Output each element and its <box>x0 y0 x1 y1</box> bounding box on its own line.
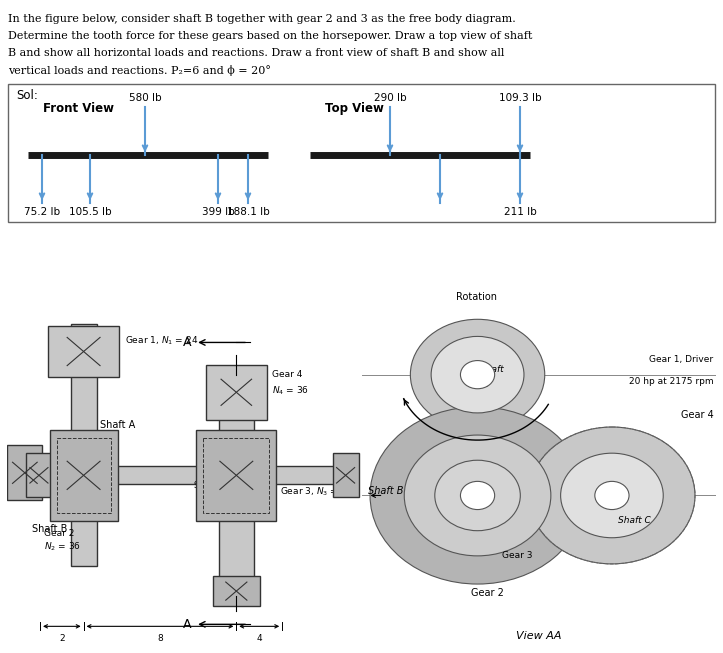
Text: Determine the tooth force for these gears based on the horsepower. Draw a top vi: Determine the tooth force for these gear… <box>8 31 532 41</box>
Text: Shaft C: Shaft C <box>194 481 225 490</box>
Text: Gear 3: Gear 3 <box>502 551 532 560</box>
Text: 105.5 lb: 105.5 lb <box>69 207 111 217</box>
Text: Sol:: Sol: <box>16 89 38 102</box>
Text: $N_4$ = 36: $N_4$ = 36 <box>272 385 309 397</box>
Text: Rotation: Rotation <box>455 292 497 302</box>
Circle shape <box>411 319 544 430</box>
Text: Shaft C: Shaft C <box>618 516 651 524</box>
Text: Gear 1, $N_1$ = 24: Gear 1, $N_1$ = 24 <box>124 334 198 347</box>
Bar <box>333 453 359 498</box>
Text: 75.2 lb: 75.2 lb <box>24 207 60 217</box>
Bar <box>8 84 715 222</box>
Text: vertical loads and reactions. P₂=6 and ϕ = 20°: vertical loads and reactions. P₂=6 and ϕ… <box>8 65 271 76</box>
Text: 580 lb: 580 lb <box>129 93 161 103</box>
Text: Shaft B: Shaft B <box>367 486 403 496</box>
Text: 20 hp at 2175 rpm: 20 hp at 2175 rpm <box>629 377 714 386</box>
Circle shape <box>404 435 551 556</box>
Text: Shaft: Shaft <box>482 365 505 374</box>
Text: Gear 4: Gear 4 <box>680 410 714 420</box>
Bar <box>48 326 119 377</box>
Text: 4: 4 <box>257 635 262 643</box>
Circle shape <box>461 481 495 509</box>
Text: Top View: Top View <box>325 102 384 115</box>
Bar <box>206 364 267 420</box>
Text: Front View: Front View <box>43 102 114 115</box>
Text: View AA: View AA <box>516 631 561 641</box>
Text: 290 lb: 290 lb <box>374 93 406 103</box>
Circle shape <box>529 427 695 564</box>
Circle shape <box>435 460 521 531</box>
Circle shape <box>560 453 663 538</box>
Text: A: A <box>183 336 192 349</box>
Text: B and show all horizontal loads and reactions. Draw a front view of shaft B and : B and show all horizontal loads and reac… <box>8 48 505 58</box>
Bar <box>49 430 118 520</box>
Text: Gear 2: Gear 2 <box>43 529 74 537</box>
Text: A: A <box>183 618 192 631</box>
Bar <box>7 445 43 500</box>
Text: Gear 2: Gear 2 <box>471 588 505 598</box>
Bar <box>26 453 52 498</box>
Text: Gear 4: Gear 4 <box>272 370 302 379</box>
Text: 399 lb: 399 lb <box>202 207 234 217</box>
Circle shape <box>461 360 495 389</box>
Text: In the figure below, consider shaft B together with gear 2 and 3 as the free bod: In the figure below, consider shaft B to… <box>8 14 515 24</box>
Bar <box>71 325 97 566</box>
Circle shape <box>370 407 585 584</box>
Text: 2: 2 <box>59 635 64 643</box>
Bar <box>56 438 111 513</box>
Text: A: A <box>482 380 487 389</box>
Text: 8: 8 <box>157 635 163 643</box>
Bar <box>218 379 254 596</box>
Text: Gear 1, Driver: Gear 1, Driver <box>649 355 714 364</box>
Bar <box>203 438 269 513</box>
Circle shape <box>431 336 524 413</box>
Text: 188.1 lb: 188.1 lb <box>226 207 270 217</box>
Text: Shaft A: Shaft A <box>100 420 135 430</box>
Circle shape <box>595 481 629 509</box>
Bar <box>197 430 276 520</box>
Text: Shaft B: Shaft B <box>32 524 67 534</box>
Bar <box>28 466 354 485</box>
Text: Gear 3, $N_3$ = 18: Gear 3, $N_3$ = 18 <box>280 485 353 498</box>
Text: $N_2$ = 36: $N_2$ = 36 <box>43 541 81 553</box>
Text: 109.3 lb: 109.3 lb <box>499 93 542 103</box>
Bar <box>213 576 260 606</box>
Text: 211 lb: 211 lb <box>504 207 536 217</box>
